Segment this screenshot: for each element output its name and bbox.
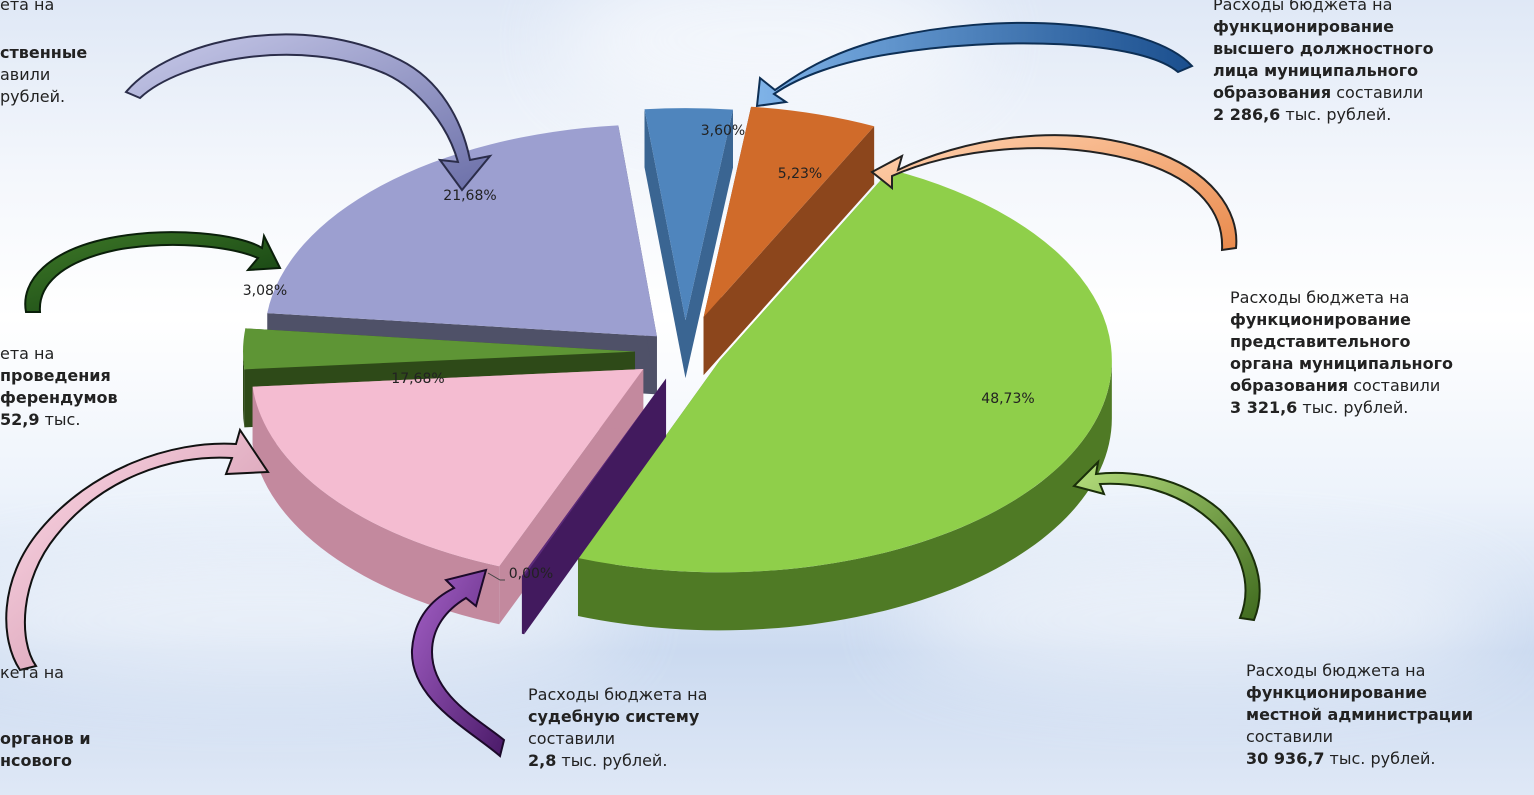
pie-slice-wall (644, 109, 686, 379)
pie-slice-rim (252, 386, 500, 625)
pie-slice-5 (252, 369, 644, 625)
pie-slice-4 (521, 378, 667, 635)
pie-slice-top (703, 106, 875, 318)
arrow-top-right (755, 21, 1194, 108)
slice-percent-label: 48,73% (981, 391, 1034, 407)
slice-percent-label: 17,68% (391, 371, 444, 387)
arrow-left-green (24, 231, 282, 313)
slice-percent-label: 21,68% (443, 188, 496, 204)
pie-slice-wall (521, 378, 667, 634)
pie-slice-rim (577, 360, 1112, 631)
pie-slice-rim (521, 575, 525, 635)
annotation-bottom-center: Расходы бюджета на судебную систему сост… (528, 685, 708, 770)
arrow-bottom-right-green (1072, 459, 1261, 622)
arrow-bottom-center-purple (410, 568, 506, 758)
arrow-mid-right-top (870, 134, 1238, 252)
pie-slice-top (577, 169, 1112, 573)
pie-slice-wall (703, 126, 875, 376)
pie-slice-top (267, 125, 657, 337)
annotation-bottom-right: Расходы бюджета на функционирование мест… (1246, 661, 1474, 768)
pie-slice-1 (644, 108, 733, 379)
arrow-bottom-left-pink (5, 427, 270, 672)
pie-slice-wall (685, 109, 733, 379)
arrow-top-left (124, 33, 493, 192)
annotation-top-left: ета на ственные авили рублей. (0, 0, 88, 106)
slice-percent-label: 0,00% (509, 566, 553, 582)
annotation-bottom-left: кета на органов и нсового (0, 663, 91, 770)
pie-slice-top (644, 108, 733, 321)
pie-slice-3 (577, 169, 1112, 631)
slice-percent-label: 3,60% (701, 123, 745, 139)
leader-line-zero (487, 572, 505, 581)
pie-slice-top (252, 369, 644, 567)
pie-slice-top (243, 328, 636, 370)
annotation-mid-right: Расходы бюджета на функционирование пред… (1230, 288, 1453, 417)
annotation-mid-left: ета на проведения ферендумов 52,9 тыс. (0, 344, 118, 429)
slice-percent-label: 3,08% (243, 283, 287, 299)
pie-slice-top (521, 378, 667, 577)
slice-percent-label: 5,23% (778, 166, 822, 182)
pie-slice-rim (243, 351, 245, 428)
annotation-top-right: Расходы бюджета на функционирование высш… (1213, 0, 1434, 124)
pie-slice-2 (703, 106, 875, 376)
